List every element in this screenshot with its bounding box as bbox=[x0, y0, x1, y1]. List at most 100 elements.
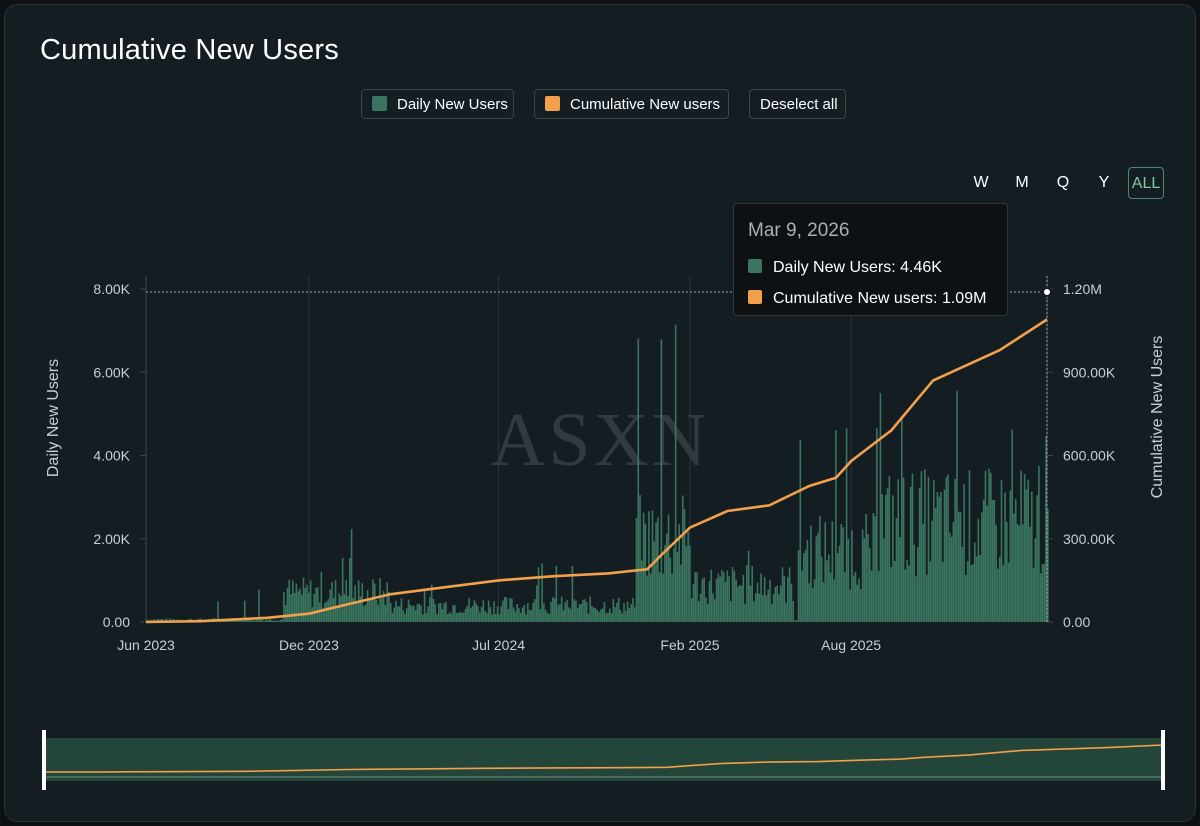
daily-bar bbox=[283, 591, 285, 622]
daily-bar bbox=[917, 547, 919, 622]
deselect-all-button[interactable]: Deselect all bbox=[749, 89, 846, 119]
daily-bar bbox=[350, 529, 353, 622]
chart-card bbox=[4, 4, 1196, 822]
legend-daily-new-users[interactable]: Daily New Users bbox=[361, 89, 514, 119]
daily-bar bbox=[528, 610, 531, 622]
range-button-all[interactable]: ALL bbox=[1128, 167, 1164, 199]
daily-bar bbox=[607, 612, 609, 622]
daily-bar bbox=[991, 500, 994, 622]
daily-bar bbox=[293, 592, 296, 622]
daily-bar bbox=[845, 428, 848, 622]
daily-bar bbox=[918, 488, 921, 622]
daily-bar bbox=[300, 594, 303, 622]
daily-bar bbox=[441, 609, 444, 622]
daily-bar bbox=[801, 570, 803, 622]
daily-bar bbox=[290, 594, 292, 622]
daily-bar bbox=[329, 589, 332, 622]
daily-bar bbox=[1041, 564, 1044, 622]
daily-bar bbox=[432, 598, 435, 622]
daily-bar bbox=[277, 620, 280, 622]
daily-bar bbox=[662, 573, 664, 622]
daily-bar bbox=[1023, 474, 1026, 622]
daily-bar bbox=[621, 613, 624, 622]
daily-bar bbox=[813, 579, 816, 622]
range-button-m[interactable]: M bbox=[1015, 174, 1029, 191]
x-tick-label: Jun 2023 bbox=[117, 637, 175, 653]
daily-bar bbox=[883, 538, 885, 622]
daily-bar bbox=[665, 533, 668, 622]
daily-bar bbox=[551, 597, 554, 622]
daily-bar bbox=[1030, 491, 1033, 622]
daily-bar bbox=[359, 596, 362, 622]
daily-bar bbox=[302, 577, 305, 622]
daily-bar bbox=[674, 324, 677, 622]
daily-bar bbox=[400, 598, 403, 622]
daily-bar bbox=[500, 606, 502, 622]
daily-bar bbox=[911, 473, 914, 622]
daily-bar bbox=[571, 565, 574, 622]
range-button-w[interactable]: W bbox=[973, 174, 989, 191]
daily-bar bbox=[462, 612, 465, 622]
daily-bar bbox=[628, 608, 631, 622]
daily-bar bbox=[730, 601, 732, 622]
daily-bar bbox=[1007, 562, 1010, 622]
daily-bar bbox=[553, 598, 556, 622]
daily-bar bbox=[379, 578, 381, 622]
daily-bar bbox=[649, 573, 652, 622]
daily-bar bbox=[975, 556, 978, 622]
range-button-y[interactable]: Y bbox=[1098, 174, 1110, 191]
daily-bar bbox=[721, 569, 723, 622]
daily-bar bbox=[771, 604, 773, 622]
navigator-right-handle[interactable] bbox=[1161, 730, 1165, 790]
daily-bar bbox=[331, 582, 333, 622]
range-button-q[interactable]: Q bbox=[1056, 174, 1070, 191]
daily-bar bbox=[826, 560, 828, 622]
daily-bar bbox=[1027, 479, 1030, 622]
daily-bar bbox=[728, 576, 730, 622]
daily-bar bbox=[692, 584, 695, 622]
daily-bar bbox=[838, 545, 841, 622]
daily-bar bbox=[254, 620, 257, 622]
navigator-left-handle[interactable] bbox=[42, 730, 46, 790]
daily-bar bbox=[792, 600, 794, 622]
daily-bar bbox=[860, 589, 862, 622]
daily-bar bbox=[931, 520, 933, 622]
daily-bar bbox=[489, 607, 492, 622]
watermark: ASXN bbox=[491, 398, 710, 482]
daily-bar bbox=[687, 531, 689, 622]
daily-bar bbox=[416, 604, 419, 622]
daily-bar bbox=[981, 512, 983, 622]
daily-bar bbox=[719, 576, 721, 622]
daily-bar bbox=[397, 606, 399, 622]
daily-bar bbox=[619, 609, 622, 622]
daily-bar bbox=[758, 593, 761, 622]
daily-bar bbox=[279, 619, 282, 622]
daily-bar bbox=[787, 577, 789, 622]
daily-bar bbox=[343, 594, 346, 622]
daily-bar bbox=[678, 524, 681, 622]
daily-bar bbox=[842, 527, 844, 622]
daily-bar bbox=[833, 579, 835, 622]
daily-bar bbox=[315, 587, 317, 622]
daily-bar bbox=[811, 587, 814, 622]
legend-cumulative-new-users[interactable]: Cumulative New users bbox=[534, 89, 729, 119]
daily-bar bbox=[267, 619, 269, 622]
daily-bar bbox=[511, 598, 513, 622]
daily-bar bbox=[632, 597, 634, 622]
daily-bar bbox=[259, 619, 262, 622]
daily-bar bbox=[776, 585, 778, 622]
daily-bar bbox=[438, 603, 440, 622]
daily-bar bbox=[867, 534, 869, 622]
daily-bar bbox=[544, 609, 547, 622]
daily-bar bbox=[243, 600, 246, 622]
daily-bar bbox=[585, 601, 588, 622]
daily-bar bbox=[414, 610, 417, 622]
daily-bar bbox=[605, 613, 608, 622]
daily-bar bbox=[582, 599, 584, 622]
daily-bar bbox=[858, 578, 860, 622]
daily-bar bbox=[421, 614, 424, 622]
daily-bar bbox=[717, 573, 720, 622]
daily-bar bbox=[363, 606, 365, 622]
x-tick-label: Aug 2025 bbox=[821, 637, 881, 653]
daily-bar bbox=[340, 596, 342, 622]
